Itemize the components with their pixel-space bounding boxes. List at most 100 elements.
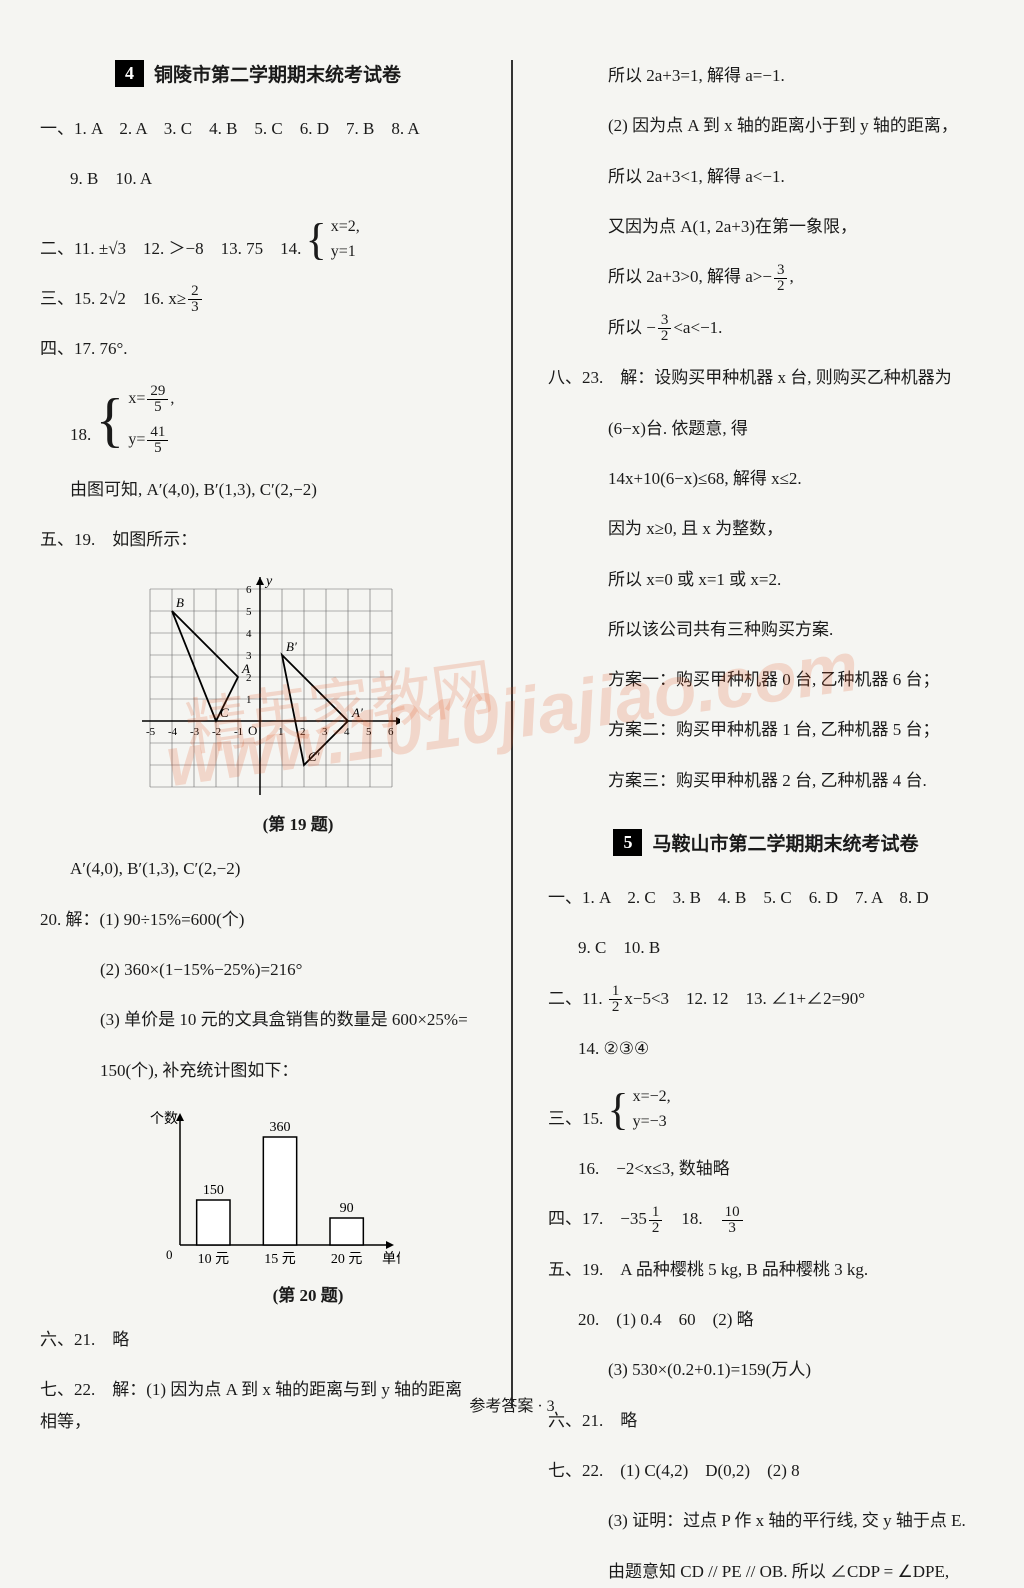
q3: 三、15. 2√2 16. x≥23 <box>40 283 476 316</box>
svg-text:C′: C′ <box>308 749 320 764</box>
s8-7: 方案二：购买甲种机器 1 台, 乙种机器 5 台； <box>548 714 984 746</box>
right-column: 所以 2a+3=1, 解得 a=−1. (2) 因为点 A 到 x 轴的距离小于… <box>548 60 984 1408</box>
svg-text:5: 5 <box>246 606 252 618</box>
q14-x: x=2, <box>331 214 360 240</box>
svg-text:A: A <box>241 661 250 676</box>
m3-y: y=−3 <box>633 1109 671 1135</box>
q18-x: x=295, <box>128 384 174 415</box>
section5-num: 5 <box>613 829 642 856</box>
section4-num: 4 <box>115 60 144 87</box>
svg-text:4: 4 <box>246 628 252 640</box>
s8-5: 所以该公司共有三种购买方案. <box>548 614 984 646</box>
svg-text:4: 4 <box>344 726 350 738</box>
svg-text:B: B <box>176 595 184 610</box>
svg-text:6: 6 <box>388 726 394 738</box>
svg-text:A′: A′ <box>351 705 363 720</box>
section5-title: 5 马鞍山市第二学期期末统考试卷 <box>548 829 984 856</box>
svg-text:1: 1 <box>278 726 284 738</box>
s8-4: 所以 x=0 或 x=1 或 x=2. <box>548 564 984 596</box>
bar-caption: (第 20 题) <box>140 1281 476 1306</box>
r2: (2) 因为点 A 到 x 轴的距离小于到 y 轴的距离， <box>548 110 984 142</box>
s8: 八、23. 解：设购买甲种机器 x 台, 则购买乙种机器为 <box>548 362 984 394</box>
q3-text: 三、15. 2√2 16. x≥ <box>40 289 186 308</box>
q18-y: y=415 <box>128 425 174 456</box>
svg-text:90: 90 <box>340 1201 354 1216</box>
r6: 所以 −32<a<−1. <box>548 312 984 345</box>
q14-brace: { x=2, y=1 <box>306 214 360 265</box>
grid-chart: xyO-5-4-3-2-1123456123456BACB′A′C′ (第 19… <box>120 574 476 835</box>
page-footer: 参考答案 · 3 <box>0 1392 1024 1416</box>
q2-text: 二、11. ±√3 12. ＞−8 13. 75 14. <box>40 239 301 258</box>
svg-text:y: y <box>264 574 273 589</box>
svg-text:-3: -3 <box>190 726 200 738</box>
svg-text:-2: -2 <box>212 726 221 738</box>
q6: 六、21. 略 <box>40 1324 476 1356</box>
m3: 三、15. { x=−2, y=−3 <box>548 1084 984 1135</box>
svg-text:150: 150 <box>203 1183 224 1198</box>
svg-text:B′: B′ <box>286 639 297 654</box>
section4-text: 铜陵市第二学期期末统考试卷 <box>154 60 401 87</box>
brace-icon: { <box>306 222 327 257</box>
q5: 五、19. 如图所示： <box>40 524 476 556</box>
r3: 所以 2a+3<1, 解得 a<−1. <box>548 161 984 193</box>
r5: 所以 2a+3>0, 解得 a>−32, <box>548 261 984 294</box>
svg-text:-5: -5 <box>146 726 156 738</box>
svg-text:20 元: 20 元 <box>331 1252 363 1267</box>
r4: 又因为点 A(1, 2a+3)在第一象限， <box>548 211 984 243</box>
svg-text:360: 360 <box>270 1120 291 1135</box>
m2: 二、11. 12x−5<3 12. 12 13. ∠1+∠2=90° <box>548 983 984 1016</box>
svg-text:个数: 个数 <box>150 1111 178 1127</box>
s8-3: 因为 x≥0, 且 x 为整数， <box>548 513 984 545</box>
m7b: (3) 证明：过点 P 作 x 轴的平行线, 交 y 轴于点 E. <box>548 1505 984 1537</box>
q1-a: 1. A 2. A 3. C 4. B 5. C 6. D 7. B 8. A <box>74 119 420 138</box>
section5-text: 马鞍山市第二学期期末统考试卷 <box>652 829 918 856</box>
svg-text:15 元: 15 元 <box>264 1252 296 1267</box>
q20-2: (2) 360×(1−15%−25%)=216° <box>40 954 476 986</box>
q18-coords: 由图可知, A′(4,0), B′(1,3), C′(2,−2) <box>40 474 476 506</box>
q18-label: 18. <box>70 425 91 444</box>
svg-text:单价: 单价 <box>382 1251 400 1267</box>
left-column: 4 铜陵市第二学期期末统考试卷 一、1. A 2. A 3. C 4. B 5.… <box>40 60 476 1408</box>
m1: 一、1. A 2. C 3. B 4. B 5. C 6. D 7. A 8. … <box>548 882 984 914</box>
m3-16: 16. −2<x≤3, 数轴略 <box>548 1153 984 1185</box>
section4-title: 4 铜陵市第二学期期末统考试卷 <box>40 60 476 87</box>
svg-text:0: 0 <box>166 1247 173 1262</box>
m1b: 9. C 10. B <box>548 932 984 964</box>
s8-6: 方案一：购买甲种机器 0 台, 乙种机器 6 台； <box>548 664 984 696</box>
svg-text:O: O <box>248 723 257 738</box>
q4: 四、17. 76°. <box>40 333 476 365</box>
svg-text:-1: -1 <box>234 726 243 738</box>
coords-line: A′(4,0), B′(1,3), C′(2,−2) <box>40 853 476 885</box>
svg-text:-4: -4 <box>168 726 178 738</box>
q3-fd: 3 <box>188 300 202 315</box>
q18: 18. { x=295, y=415 <box>40 384 476 456</box>
svg-text:2: 2 <box>300 726 306 738</box>
svg-text:5: 5 <box>366 726 372 738</box>
q3-fn: 2 <box>188 284 202 300</box>
q1-answers: 一、1. A 2. A 3. C 4. B 5. C 6. D 7. B 8. … <box>40 113 476 145</box>
svg-text:1: 1 <box>246 694 252 706</box>
q20-3: (3) 单价是 10 元的文具盒销售的数量是 600×25%= <box>40 1004 476 1036</box>
q20-1: 20. 解：(1) 90÷15%=600(个) <box>40 904 476 936</box>
svg-text:6: 6 <box>246 584 252 596</box>
m2b: 14. ②③④ <box>548 1033 984 1065</box>
q1-answers2: 9. B 10. A <box>40 163 476 195</box>
grid-caption: (第 19 题) <box>120 810 476 835</box>
s8-8: 方案三：购买甲种机器 2 台, 乙种机器 4 台. <box>548 765 984 797</box>
m3-x: x=−2, <box>633 1084 671 1110</box>
bar-chart: 个数单价 0 150 10 元 360 15 元 90 20 元 (第 20 题) <box>140 1105 476 1306</box>
m7a: 七、22. (1) C(4,2) D(0,2) (2) 8 <box>548 1455 984 1487</box>
q2: 二、11. ±√3 12. ＞−8 13. 75 14. { x=2, y=1 <box>40 214 476 265</box>
column-divider <box>511 60 513 1408</box>
s8-1: (6−x)台. 依题意, 得 <box>548 413 984 445</box>
m7c: 由题意知 CD // PE // OB. 所以 ∠CDP = ∠DPE, <box>548 1556 984 1588</box>
m5c: (3) 530×(0.2+0.1)=159(万人) <box>548 1354 984 1386</box>
m5b: 20. (1) 0.4 60 (2) 略 <box>548 1304 984 1336</box>
svg-text:3: 3 <box>322 726 328 738</box>
q20-4: 150(个), 补充统计图如下： <box>40 1055 476 1087</box>
m4: 四、17. −3512 18. 103 <box>548 1203 984 1236</box>
svg-text:C: C <box>220 705 229 720</box>
brace-icon: { <box>96 396 125 444</box>
brace-icon: { <box>608 1092 629 1127</box>
svg-text:10 元: 10 元 <box>198 1252 230 1267</box>
